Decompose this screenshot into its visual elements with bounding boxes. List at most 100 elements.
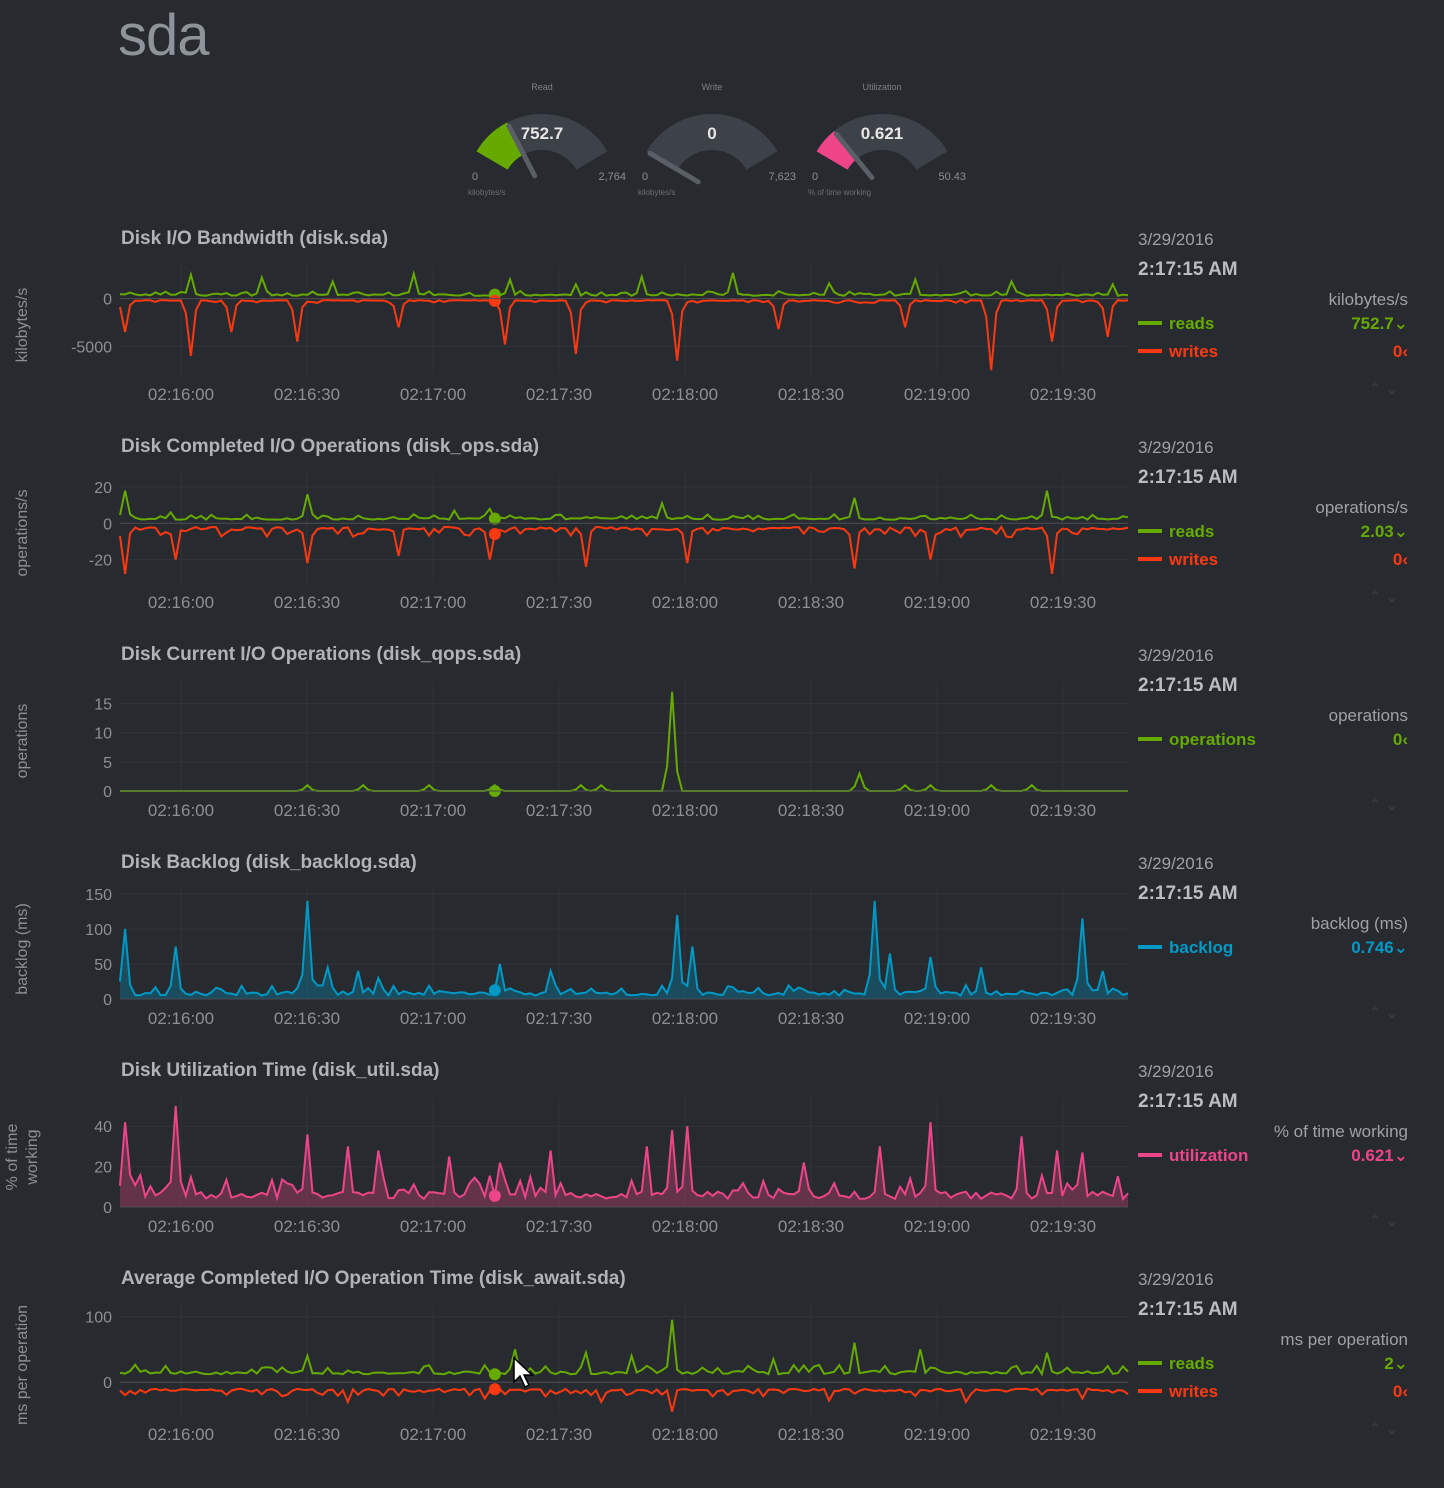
legend-units: kilobytes/s [1328,290,1408,309]
legend-series-value: 0‹ [1392,550,1408,569]
x-tick-label: 02:16:00 [148,385,214,404]
x-tick-label: 02:16:30 [274,1217,340,1236]
chart-plot[interactable]: 0 -5000 02:16:00 02:16:30 02:17:00 02:17:30 02… [0,240,1130,415]
chart-resize-arrows[interactable]: ⌃⌄ [1368,381,1402,398]
y-tick-label: 50 [94,957,112,974]
legend-item-writes[interactable]: writes 0‹ [1138,338,1408,366]
legend-item-reads[interactable]: reads 752.7⌄ [1138,310,1408,338]
x-tick-label: 02:19:30 [1030,385,1096,404]
legend-series-value: 0.621⌄ [1351,1146,1408,1165]
series-line [119,269,1129,297]
legend-date: 3/29/2016 [1138,1270,1214,1289]
legend-units: operations/s [1315,498,1408,517]
x-tick-label: 02:19:30 [1030,1425,1096,1444]
series-marker [488,294,501,307]
gauge-unit: % of time working [808,188,872,197]
gauge-utilization[interactable]: Utilization 0.621 0 50.43 % of time work… [802,80,966,205]
y-tick-label: 0 [103,784,112,801]
x-tick-label: 02:17:00 [400,593,466,612]
chart-resize-arrows[interactable]: ⌃⌄ [1368,1213,1402,1230]
x-tick-label: 02:17:00 [400,1217,466,1236]
x-tick-label: 02:19:00 [904,385,970,404]
chart-legend: 3/29/2016 2:17:15 AM ms per operation re… [1138,1270,1408,1470]
legend-time: 2:17:15 AM [1138,1091,1238,1112]
x-tick-label: 02:19:30 [1030,1217,1096,1236]
legend-date: 3/29/2016 [1138,1062,1214,1081]
legend-date: 3/29/2016 [1138,854,1214,873]
legend-item-reads[interactable]: reads 2.03⌄ [1138,518,1408,546]
y-tick-label: 0 [103,292,112,309]
x-tick-label: 02:19:30 [1030,1009,1096,1028]
chart-resize-arrows[interactable]: ⌃⌄ [1368,797,1402,814]
legend-item-reads[interactable]: reads 2⌄ [1138,1350,1408,1378]
series-marker [488,1368,501,1381]
chart-plot[interactable]: 100 0 02:16:00 02:16:30 02:17:00 02:17:30 02:1… [0,1280,1130,1455]
y-tick-label: 0 [103,1375,112,1392]
x-tick-label: 02:17:30 [526,385,592,404]
x-tick-label: 02:19:00 [904,593,970,612]
x-tick-label: 02:19:00 [904,1425,970,1444]
x-tick-label: 02:17:30 [526,1425,592,1444]
gauge-write[interactable]: Write 0 0 7,623 kilobytes/s [632,80,796,205]
x-tick-label: 02:18:00 [652,385,718,404]
legend-series-name: operations [1169,730,1256,749]
legend-time: 2:17:15 AM [1138,883,1238,904]
chart-resize-arrows[interactable]: ⌃⌄ [1368,589,1402,606]
legend-date: 3/29/2016 [1138,438,1214,457]
y-tick-label: 100 [85,922,112,939]
legend-swatch [1138,349,1162,353]
series-marker [488,512,501,525]
legend-time: 2:17:15 AM [1138,675,1238,696]
x-tick-label: 02:18:30 [778,801,844,820]
legend-item-writes[interactable]: writes 0‹ [1138,1378,1408,1406]
gauge-fill [816,131,857,170]
gauge-value: 752.7 [520,124,564,143]
chart-title: Disk Utilization Time (disk_util.sda) [121,1060,440,1081]
chart-title: Disk Backlog (disk_backlog.sda) [121,852,417,873]
x-tick-label: 02:17:30 [526,1217,592,1236]
gauge-max: 50.43 [938,171,966,183]
y-tick-label: 10 [94,726,112,743]
x-tick-label: 02:17:30 [526,801,592,820]
chart-plot[interactable]: 15 10 5 0 02:16:00 02:16:30 02:17:00 02:17:30 02… [0,656,1130,831]
legend-item-backlog[interactable]: backlog 0.746⌄ [1138,934,1408,962]
gauge-needle [833,131,875,181]
chart-plot[interactable]: 40 20 0 02:16:00 02:16:30 02:17:00 02:17:30 02:… [0,1072,1130,1247]
legend-series-name: writes [1169,1382,1219,1401]
legend-item-utilization[interactable]: utilization 0.621⌄ [1138,1142,1408,1170]
gauge-value: 0.621 [860,124,904,143]
y-tick-label: 5 [103,755,112,772]
x-tick-label: 02:18:30 [778,1425,844,1444]
gauges-row: Read 752.7 0 2,764 kilobytes/s Write 0 0… [462,80,966,210]
x-tick-label: 02:16:00 [148,1009,214,1028]
chart-legend: 3/29/2016 2:17:15 AM operations/s reads 2… [1138,438,1408,638]
legend-item-writes[interactable]: writes 0‹ [1138,546,1408,574]
y-tick-label: 20 [94,480,112,497]
x-tick-label: 02:18:00 [652,1009,718,1028]
chart-plot[interactable]: 20 0 -20 02:16:00 02:16:30 02:17:00 02:17:30 02… [0,448,1130,623]
x-tick-label: 02:18:00 [652,1425,718,1444]
chart-resize-arrows[interactable]: ⌃⌄ [1368,1005,1402,1022]
legend-item-operations[interactable]: operations 0‹ [1138,726,1408,754]
chart-disk-bandwidth: Disk I/O Bandwidth (disk.sda) kilobytes/… [0,228,1444,448]
chart-title: Disk I/O Bandwidth (disk.sda) [121,228,389,249]
y-tick-label: -5000 [71,339,112,356]
y-tick-label: 0 [103,516,112,533]
gauge-read[interactable]: Read 752.7 0 2,764 kilobytes/s [462,80,626,205]
x-tick-label: 02:19:00 [904,1217,970,1236]
chart-disk-backlog: Disk Backlog (disk_backlog.sda) backlog … [0,852,1444,1072]
gauge-track [646,113,778,170]
legend-series-name: reads [1169,314,1215,333]
legend-swatch [1138,321,1162,325]
chart-resize-arrows[interactable]: ⌃⌄ [1368,1421,1402,1438]
chart-plot[interactable]: 150 100 50 0 02:16:00 02:16:30 02:17:00 02:17:3… [0,864,1130,1039]
legend-swatch [1138,1389,1162,1393]
legend-series-name: backlog [1169,938,1234,957]
x-tick-label: 02:16:00 [148,1425,214,1444]
chart-legend: 3/29/2016 2:17:15 AM backlog (ms) backlo… [1138,854,1408,1054]
chart-legend: 3/29/2016 2:17:15 AM % of time working u… [1138,1062,1408,1262]
gauge-min: 0 [642,171,649,183]
series-marker [488,1189,501,1202]
legend-units: ms per operation [1280,1330,1408,1349]
legend-units: operations [1328,706,1408,725]
